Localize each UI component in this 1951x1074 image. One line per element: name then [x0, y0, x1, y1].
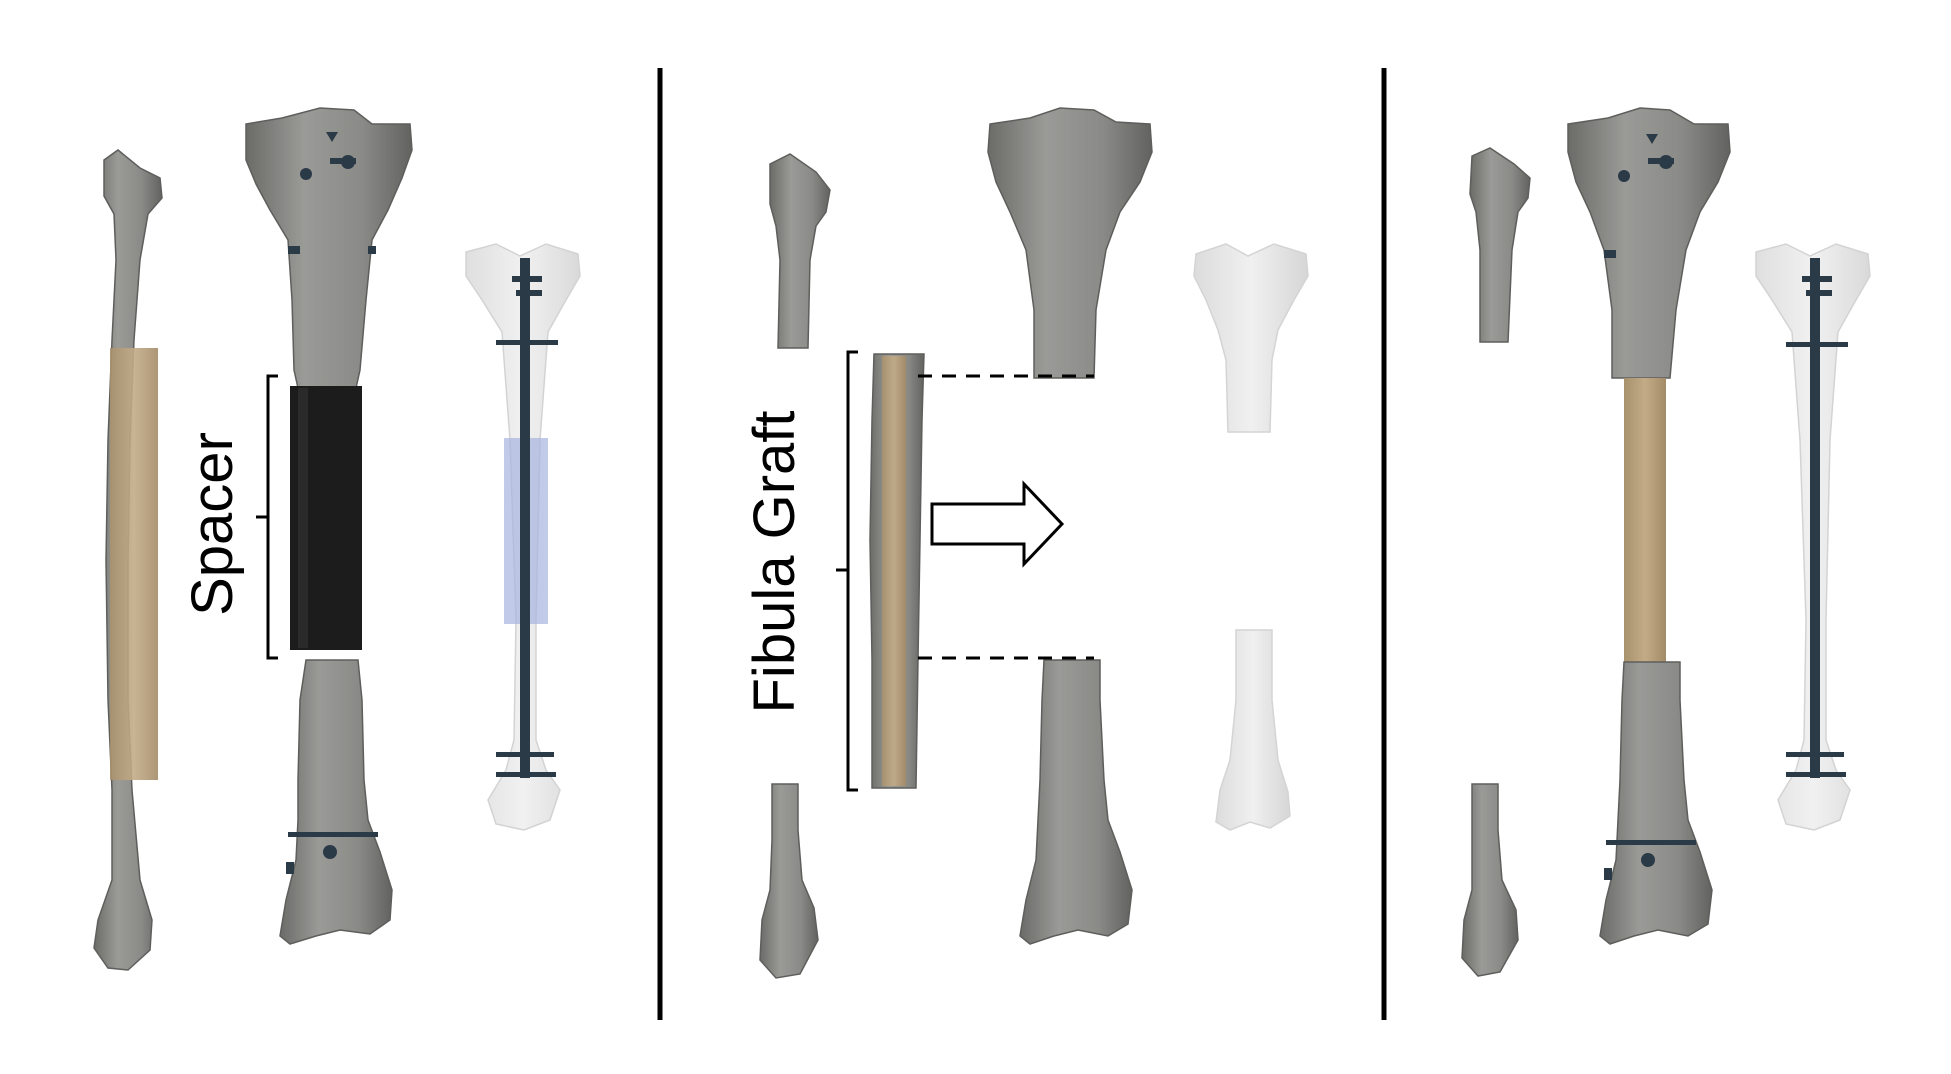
- tibia-proximal: [987, 107, 1153, 379]
- fibula-bone: [93, 149, 163, 971]
- graft-harvest-zone: [110, 348, 158, 780]
- spacer-bracket: [256, 374, 278, 660]
- intramedullary-nail-2: [1810, 258, 1820, 778]
- fibula-graft-label: Fibula Graft: [742, 411, 807, 714]
- xray-tibia: [465, 243, 581, 831]
- tibia-reconstructed: [1567, 107, 1731, 945]
- spacer-label: Spacer: [180, 432, 245, 616]
- fibula-distal-2: [1461, 783, 1519, 977]
- inserted-graft: [1624, 378, 1666, 662]
- ghost-tibia-distal: [1215, 629, 1291, 831]
- intramedullary-nail: [520, 258, 530, 778]
- arrow-right-icon: [930, 480, 1065, 568]
- tibia-distal: [1019, 659, 1133, 945]
- fibula-graft-piece: [869, 353, 925, 789]
- xray-tibia-2: [1755, 243, 1871, 831]
- tibia-bone: [245, 107, 413, 945]
- ghost-tibia-proximal: [1193, 243, 1309, 433]
- fibula-distal: [759, 783, 819, 979]
- panel-graft-inserted: [1461, 107, 1871, 977]
- fibula-graft-bracket: [836, 350, 858, 792]
- panel-fibula-graft: Fibula Graft: [742, 107, 1309, 979]
- fibula-proximal-2: [1469, 147, 1531, 343]
- fibula-proximal: [769, 153, 831, 349]
- panel-spacer: Spacer: [93, 107, 581, 971]
